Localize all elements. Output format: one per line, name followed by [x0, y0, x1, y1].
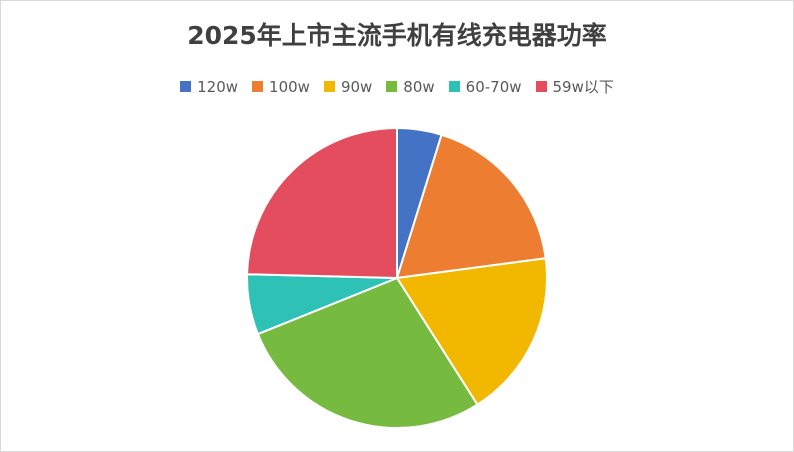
legend-label: 90w: [340, 77, 373, 96]
legend: 120w 100w 90w 80w 60-70w 59w以下: [0, 76, 794, 97]
legend-swatch: [448, 81, 460, 92]
legend-swatch: [180, 81, 192, 92]
legend-item: 120w: [180, 76, 238, 97]
legend-swatch: [323, 81, 335, 92]
legend-item: 59w以下: [535, 76, 614, 97]
legend-label: 80w: [403, 77, 435, 96]
legend-label: 59w以下: [552, 78, 614, 96]
pie-slice-80w: [256, 276, 479, 429]
pie-slice-100w: [395, 133, 547, 280]
legend-swatch: [252, 81, 264, 92]
legend-item: 80w: [386, 76, 435, 97]
legend-label: 60-70w: [465, 77, 522, 96]
legend-label: 120w: [197, 77, 239, 96]
pie-slice-59w以下: [246, 126, 398, 280]
legend-label: 100w: [269, 77, 310, 96]
legend-swatch: [386, 81, 398, 92]
legend-item: 60-70w: [448, 76, 522, 97]
pie-slice-90w: [395, 257, 548, 407]
legend-swatch: [535, 81, 547, 92]
legend-item: 100w: [252, 76, 310, 97]
chart-title: 2025年上市主流手机有线充电器功率: [187, 21, 607, 50]
legend-item: 90w: [323, 76, 373, 97]
